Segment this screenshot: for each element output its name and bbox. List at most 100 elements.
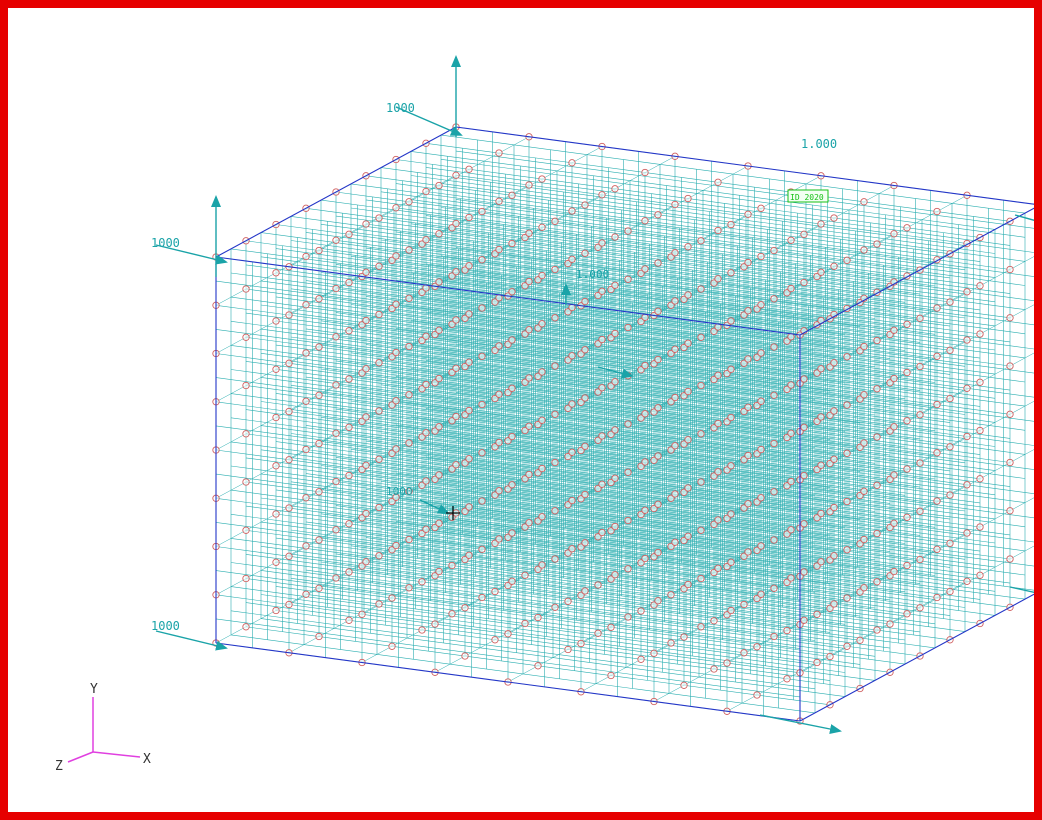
mesh-node[interactable] (525, 277, 533, 286)
mesh-node[interactable] (641, 410, 649, 418)
mesh-node[interactable] (495, 535, 503, 543)
mesh-node[interactable] (598, 335, 606, 344)
mesh-node[interactable] (744, 500, 752, 508)
mesh-node[interactable] (478, 400, 486, 409)
mesh-node[interactable] (817, 558, 825, 566)
mesh-node[interactable] (521, 571, 529, 579)
mesh-node[interactable] (315, 246, 323, 255)
mesh-node[interactable] (345, 278, 353, 287)
mesh-node[interactable] (843, 642, 851, 650)
mesh-node[interactable] (757, 204, 765, 212)
mesh-node[interactable] (723, 659, 731, 667)
mesh-node[interactable] (422, 477, 430, 485)
mesh-node[interactable] (362, 316, 370, 325)
mesh-node[interactable] (684, 484, 692, 492)
mesh-node[interactable] (568, 352, 576, 360)
mesh-node[interactable] (697, 574, 705, 583)
mesh-node[interactable] (422, 380, 430, 389)
mesh-node[interactable] (538, 464, 546, 473)
mesh-node[interactable] (671, 490, 679, 498)
mesh-node[interactable] (568, 545, 576, 553)
mesh-node[interactable] (800, 568, 808, 576)
mesh-node[interactable] (581, 442, 589, 450)
mesh-node[interactable] (581, 394, 589, 402)
mesh-node[interactable] (345, 375, 353, 383)
mesh-node[interactable] (315, 343, 323, 351)
mesh-node[interactable] (405, 584, 413, 592)
mesh-node[interactable] (242, 381, 250, 390)
mesh-node[interactable] (315, 488, 323, 496)
mesh-node[interactable] (508, 384, 516, 392)
mesh-node[interactable] (272, 558, 280, 566)
mesh-node[interactable] (624, 275, 632, 283)
mesh-node[interactable] (873, 240, 881, 248)
mesh-node[interactable] (491, 587, 499, 596)
mesh-node[interactable] (491, 636, 499, 644)
mesh-node[interactable] (757, 252, 765, 261)
mesh-node[interactable] (830, 214, 838, 222)
mesh-node[interactable] (727, 462, 735, 470)
mesh-node[interactable] (495, 197, 503, 205)
mesh-node[interactable] (272, 317, 280, 325)
mesh-node[interactable] (697, 526, 705, 534)
mesh-node[interactable] (624, 565, 632, 573)
mesh-node[interactable] (1006, 362, 1014, 370)
mesh-node[interactable] (551, 265, 559, 274)
mesh-node[interactable] (873, 481, 881, 489)
mesh-node[interactable] (525, 470, 533, 479)
mesh-node[interactable] (860, 342, 868, 351)
mesh-node[interactable] (727, 317, 735, 325)
mesh-node[interactable] (525, 326, 533, 334)
mesh-node[interactable] (757, 445, 765, 454)
mesh-node[interactable] (362, 268, 370, 276)
mesh-node[interactable] (963, 577, 971, 585)
mesh-node[interactable] (641, 361, 649, 370)
mesh-node[interactable] (757, 590, 765, 598)
mesh-node[interactable] (478, 304, 486, 312)
mesh-node[interactable] (1006, 507, 1014, 515)
mesh-node[interactable] (903, 224, 911, 232)
mesh-node[interactable] (598, 384, 606, 392)
mesh-node[interactable] (783, 675, 791, 683)
mesh-node[interactable] (345, 616, 353, 624)
mesh-node[interactable] (422, 525, 430, 533)
mesh-node[interactable] (422, 187, 430, 196)
mesh-node[interactable] (684, 194, 692, 203)
mesh-node[interactable] (624, 420, 632, 428)
mesh-node[interactable] (242, 574, 250, 583)
mesh-node[interactable] (448, 561, 456, 570)
mesh-node[interactable] (916, 604, 924, 612)
mesh-node[interactable] (418, 626, 426, 634)
mesh-node[interactable] (375, 455, 383, 463)
mesh-node[interactable] (405, 439, 413, 447)
mesh-node[interactable] (873, 336, 881, 345)
mesh-node[interactable] (770, 536, 778, 544)
mesh-node[interactable] (452, 219, 460, 228)
mesh-node[interactable] (860, 439, 868, 447)
mesh-node[interactable] (611, 474, 619, 482)
mesh-node[interactable] (697, 333, 705, 341)
mesh-node[interactable] (285, 359, 293, 367)
mesh-node[interactable] (860, 487, 868, 495)
mesh-node[interactable] (770, 246, 778, 255)
mesh-node[interactable] (744, 258, 752, 267)
mesh-node[interactable] (727, 510, 735, 518)
mesh-node[interactable] (375, 552, 383, 560)
mesh-node[interactable] (654, 307, 662, 315)
mesh-node[interactable] (684, 291, 692, 299)
mesh-node[interactable] (598, 287, 606, 295)
mesh-node[interactable] (538, 416, 546, 424)
mesh-node[interactable] (933, 593, 941, 602)
mesh-node[interactable] (787, 284, 795, 293)
mesh-node[interactable] (830, 503, 838, 512)
mesh-node[interactable] (830, 262, 838, 270)
mesh-node[interactable] (568, 496, 576, 505)
mesh-node[interactable] (521, 619, 529, 628)
mesh-node[interactable] (405, 391, 413, 399)
mesh-node[interactable] (598, 480, 606, 488)
mesh-node[interactable] (362, 509, 370, 518)
mesh-node[interactable] (916, 459, 924, 467)
mesh-node[interactable] (435, 423, 443, 431)
mesh-node[interactable] (504, 630, 512, 638)
mesh-node[interactable] (598, 191, 606, 199)
